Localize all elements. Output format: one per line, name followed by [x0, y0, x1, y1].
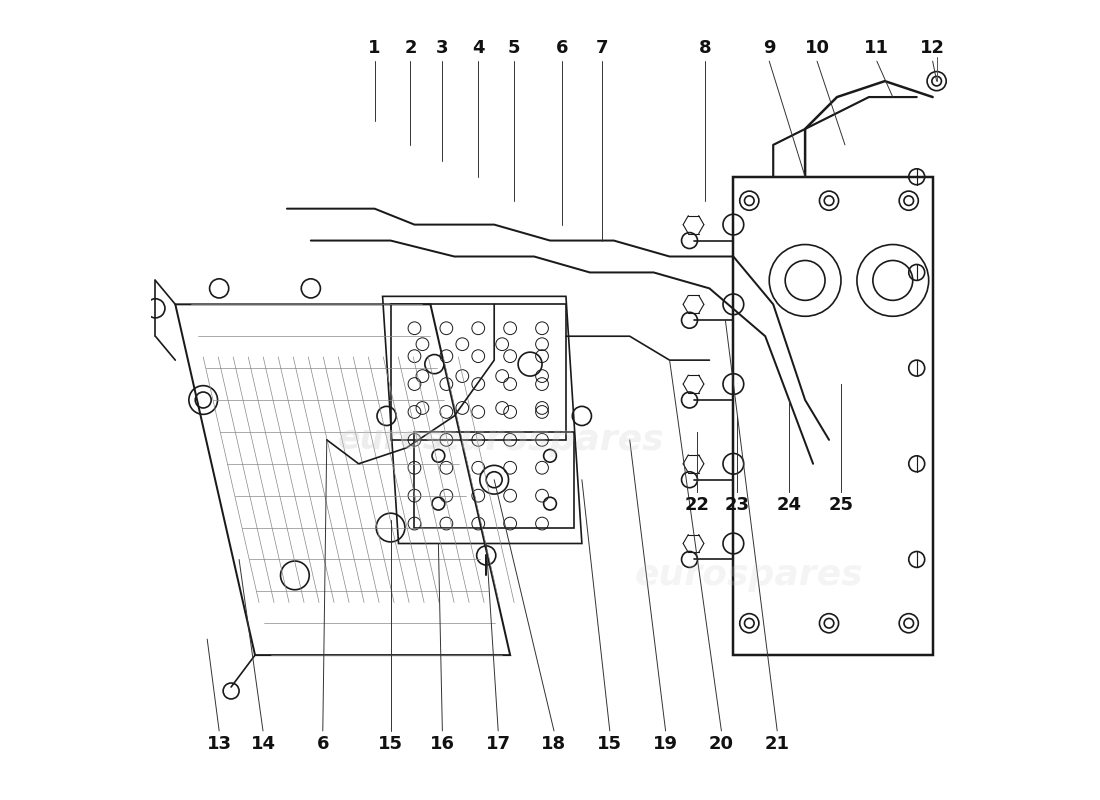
Text: 9: 9 [763, 39, 776, 57]
Text: 15: 15 [597, 735, 623, 753]
Text: 13: 13 [207, 735, 232, 753]
Text: eurospares: eurospares [635, 558, 864, 592]
Text: 21: 21 [764, 735, 790, 753]
Text: 8: 8 [700, 39, 712, 57]
Text: 20: 20 [708, 735, 734, 753]
Text: 2: 2 [404, 39, 417, 57]
Text: euros: euros [338, 423, 443, 456]
Text: 11: 11 [865, 39, 890, 57]
Text: eurospares: eurospares [436, 423, 664, 457]
Text: 3: 3 [436, 39, 449, 57]
Text: 17: 17 [486, 735, 510, 753]
Text: 23: 23 [725, 496, 750, 514]
Text: 6: 6 [317, 735, 329, 753]
Text: 18: 18 [541, 735, 567, 753]
Text: 22: 22 [685, 496, 710, 514]
Text: 24: 24 [777, 496, 802, 514]
Text: 1: 1 [368, 39, 381, 57]
Text: 12: 12 [921, 39, 945, 57]
Text: 6: 6 [556, 39, 569, 57]
Text: 7: 7 [595, 39, 608, 57]
Bar [415, 432, 574, 527]
Text: 4: 4 [472, 39, 484, 57]
Text: 14: 14 [251, 735, 275, 753]
Text: 16: 16 [430, 735, 455, 753]
Text: 15: 15 [378, 735, 403, 753]
Text: 25: 25 [828, 496, 854, 514]
Text: 5: 5 [508, 39, 520, 57]
Text: 19: 19 [653, 735, 678, 753]
Text: 10: 10 [804, 39, 829, 57]
